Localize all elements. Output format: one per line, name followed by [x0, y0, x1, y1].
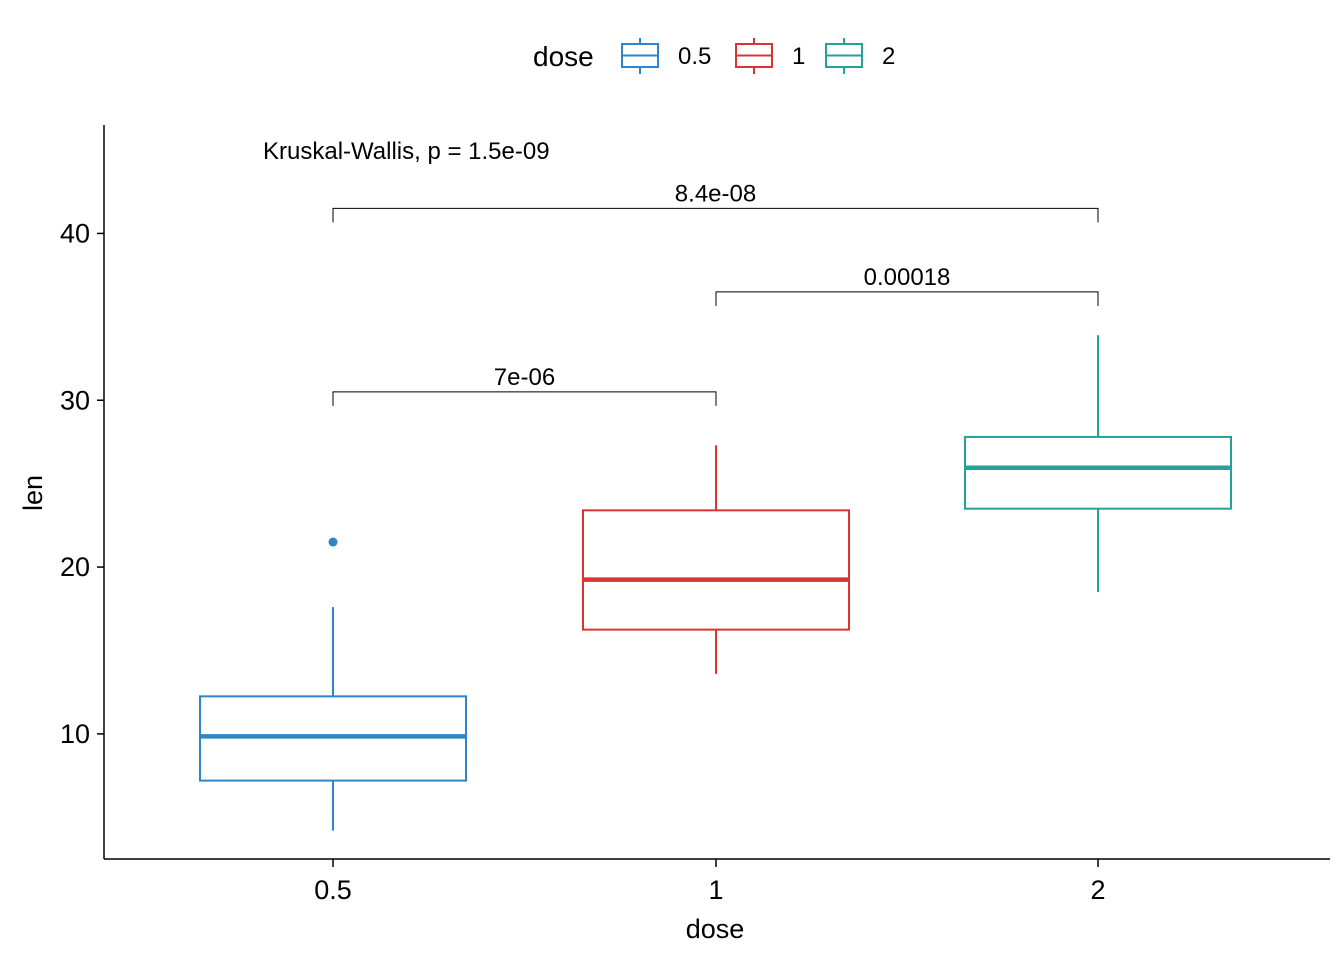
bracket-line	[332, 391, 717, 406]
x-tick-label: 2	[1090, 875, 1105, 905]
y-tick-label: 40	[60, 218, 90, 248]
bracket-0.5-1: 7e-06	[332, 364, 717, 406]
legend-label: 1	[792, 43, 805, 70]
legend-entry-2: 2	[825, 38, 895, 74]
y-axis-title: len	[18, 475, 48, 511]
boxplot-0.5	[199, 537, 467, 831]
boxplot-2	[964, 335, 1232, 593]
legend-label: 0.5	[678, 43, 711, 70]
bracket-p-value: 0.00018	[864, 264, 951, 291]
y-tick-label: 30	[60, 385, 90, 415]
bracket-0.5-2: 8.4e-08	[332, 180, 1099, 223]
bracket-p-value: 7e-06	[494, 364, 555, 391]
legend-entry-1: 1	[735, 38, 805, 74]
legend: dose 0.5 1 2	[533, 38, 895, 74]
bracket-line	[715, 291, 1099, 306]
outlier-point	[328, 537, 338, 547]
bracket-p-value: 8.4e-08	[675, 180, 756, 207]
y-tick-label: 20	[60, 552, 90, 582]
x-tick-label: 1	[708, 875, 723, 905]
legend-entry-0.5: 0.5	[621, 38, 711, 74]
legend-label: 2	[882, 43, 895, 70]
boxplots	[199, 335, 1232, 831]
boxplot-1	[582, 445, 850, 674]
bracket-1-2: 0.00018	[715, 264, 1099, 306]
x-tick-label: 0.5	[314, 875, 352, 905]
kruskal-wallis-annotation: Kruskal-Wallis, p = 1.5e-09	[263, 138, 550, 165]
x-axis-title: dose	[686, 914, 745, 944]
comparison-brackets: 7e-06 0.00018 8.4e-08	[332, 180, 1099, 406]
bracket-line	[332, 207, 1099, 223]
y-tick-label: 10	[60, 719, 90, 749]
legend-title: dose	[533, 41, 594, 72]
axes: 10 20 30 40 0.5 1 2	[60, 125, 1330, 905]
iqr-box	[582, 509, 850, 631]
iqr-box	[964, 435, 1232, 510]
